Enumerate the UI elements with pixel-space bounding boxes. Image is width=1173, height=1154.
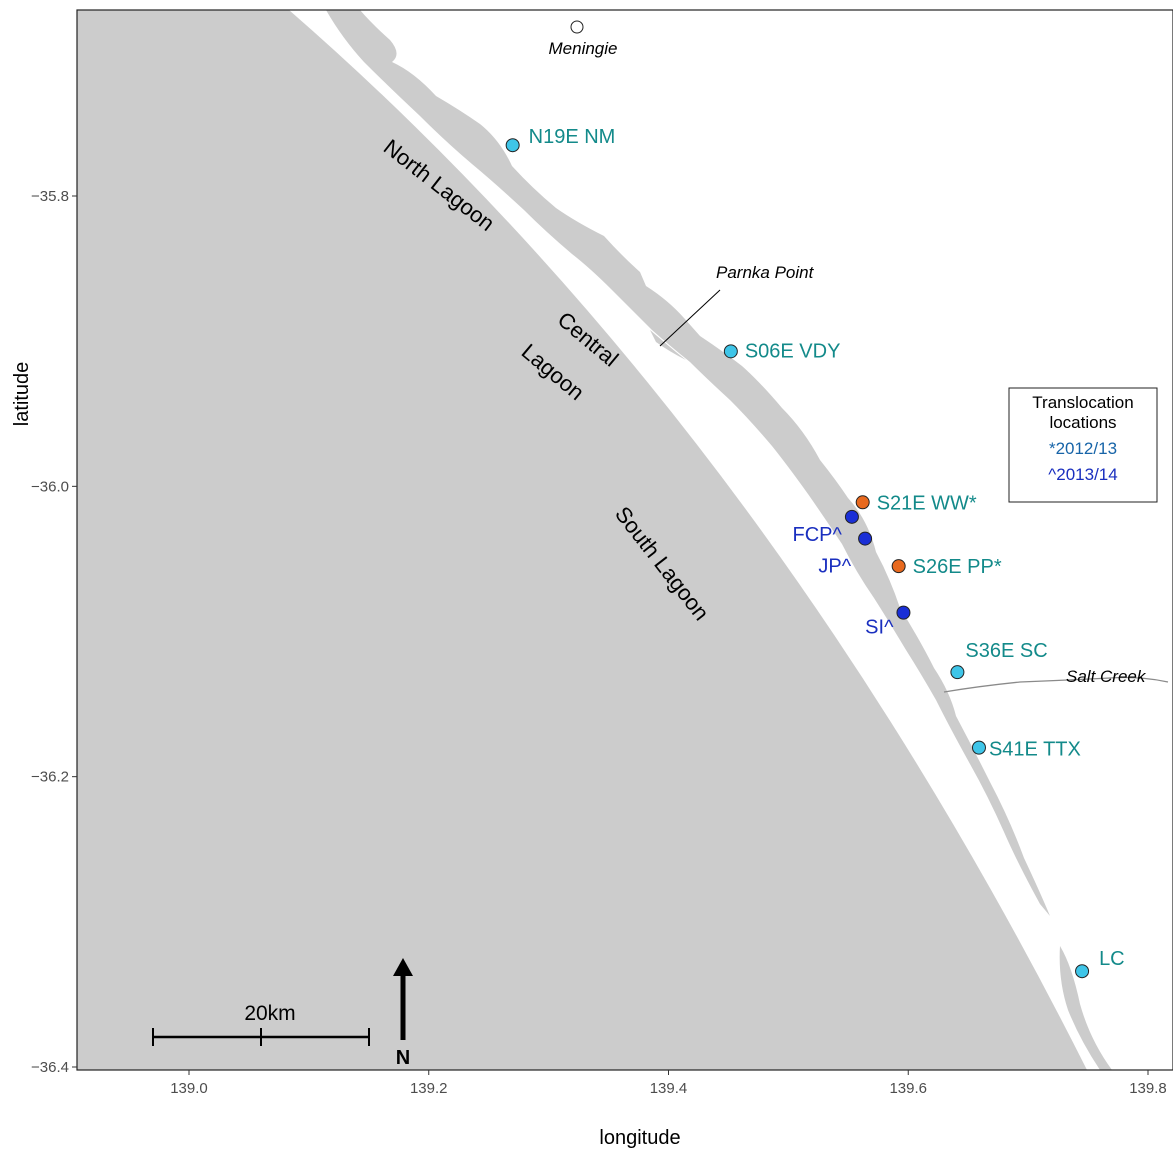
site-label: SI^ [865,617,894,639]
parnka-point-label: Parnka Point [716,263,815,282]
site-label: S06E VDY [745,340,841,362]
site-label: N19E NM [529,126,616,148]
site-marker [858,531,873,546]
site-label: JP^ [818,556,851,578]
site-marker [723,344,738,359]
meningie-marker [570,20,584,34]
scale-bar: 20km [152,1002,370,1046]
site-label: S36E SC [965,640,1047,662]
site-marker [896,605,911,620]
y-tick-label: −36.4 [31,1059,69,1076]
legend-entry-2012: *2012/13 [1049,439,1117,458]
y-axis: −35.8 −36.0 −36.2 −36.4 [31,188,77,1076]
site-marker [891,559,906,574]
site-marker [1075,964,1090,979]
x-axis: 139.0 139.2 139.4 139.6 139.8 [170,1070,1167,1097]
y-tick-label: −35.8 [31,188,69,205]
legend-title-line2: locations [1049,413,1116,432]
scale-bar-label: 20km [244,1002,295,1025]
site-markers: N19E NM S06E VDY S21E WW* FCP^ JP^ S26E PP* SI… [505,126,1125,979]
legend: Translocation locations *2012/13 ^2013/1… [1008,387,1158,503]
x-axis-title: longitude [599,1127,680,1149]
site-marker [505,138,520,153]
legend-box [1008,387,1158,503]
site-label: S26E PP* [913,556,1002,578]
site-marker [844,509,859,524]
x-tick-label: 139.2 [410,1080,448,1097]
y-tick-label: −36.2 [31,769,69,786]
salt-creek-label: Salt Creek [1066,667,1147,686]
site-label: FCP^ [793,524,843,546]
site-label: LC [1099,948,1125,970]
site-marker [971,740,986,755]
x-tick-label: 139.6 [889,1080,927,1097]
north-arrow: N [393,958,413,1069]
north-arrow-label: N [396,1047,410,1069]
meningie-label: Meningie [549,39,618,58]
site-marker [950,665,965,680]
y-tick-label: −36.0 [31,478,69,495]
lagoon-south-tip [1059,946,1112,1070]
site-marker [855,495,870,510]
x-tick-label: 139.8 [1129,1080,1167,1097]
legend-entry-2013: ^2013/14 [1048,465,1117,484]
site-label: S21E WW* [877,492,977,514]
salt-creek-line [943,676,1169,693]
x-tick-label: 139.0 [170,1080,208,1097]
y-axis-title: latitude [11,362,33,427]
sea-area [77,10,1087,1070]
site-label: S41E TTX [989,739,1081,761]
legend-title-line1: Translocation [1032,393,1133,412]
parnka-point-leader [659,289,721,347]
x-tick-label: 139.4 [650,1080,688,1097]
panel-border [76,9,1173,1071]
